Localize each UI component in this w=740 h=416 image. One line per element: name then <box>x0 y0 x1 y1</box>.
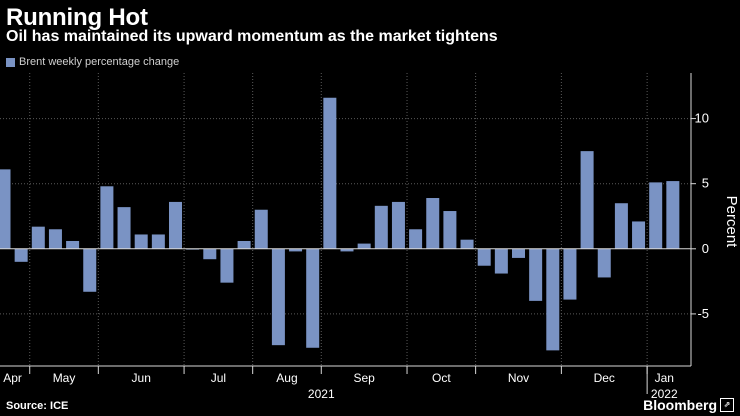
bar <box>100 186 114 249</box>
bar <box>340 248 354 252</box>
bar <box>237 240 251 249</box>
x-tick-label: Oct <box>432 371 451 385</box>
bar <box>14 248 28 262</box>
x-tick-label: Jan <box>655 371 674 385</box>
bar <box>426 198 440 249</box>
legend: Brent weekly percentage change <box>6 56 179 68</box>
y-tick-label: -5 <box>697 306 709 321</box>
source-note: Source: ICE <box>6 400 69 412</box>
bar <box>666 181 680 249</box>
bar <box>0 169 11 249</box>
bar <box>529 248 543 301</box>
y-tick-label: 0 <box>702 241 709 256</box>
bar <box>169 201 182 249</box>
bar <box>31 226 45 249</box>
bar <box>512 248 525 258</box>
y-tick-label: 5 <box>702 176 709 191</box>
bar <box>649 182 663 249</box>
brand-terminal-icon: ⇗ <box>720 398 734 412</box>
bar <box>563 248 577 300</box>
bar <box>391 201 405 249</box>
bar <box>254 209 268 249</box>
bar <box>83 248 97 292</box>
brand-logo: Bloomberg ⇗ <box>643 397 734 413</box>
x-tick-label: Dec <box>594 371 615 385</box>
bar <box>409 229 423 249</box>
year-label: 2022 <box>651 387 678 401</box>
bar <box>323 97 337 249</box>
bar <box>546 248 560 351</box>
bar <box>597 248 611 278</box>
bar <box>614 203 628 249</box>
bar <box>48 229 62 249</box>
x-tick-label: Sep <box>353 371 375 385</box>
legend-swatch <box>6 57 15 67</box>
bar <box>306 248 320 348</box>
brand-name: Bloomberg <box>643 397 717 413</box>
chart-subtitle: Oil has maintained its upward momentum a… <box>6 28 498 45</box>
chart-title: Running Hot <box>6 4 148 31</box>
x-tick-label: Apr <box>3 371 22 385</box>
bar <box>580 151 594 249</box>
y-axis-title: Percent <box>723 196 740 249</box>
bar <box>632 221 646 249</box>
bar <box>220 248 234 283</box>
x-tick-label: May <box>53 371 76 385</box>
y-tick-label: 10 <box>695 111 709 126</box>
bar <box>289 248 303 252</box>
x-tick-label: Jun <box>132 371 151 385</box>
x-tick-label: Jul <box>211 371 226 385</box>
bar <box>443 211 457 249</box>
bar <box>271 248 285 346</box>
legend-label: Brent weekly percentage change <box>19 56 180 68</box>
bar <box>357 243 371 249</box>
bar <box>460 239 474 249</box>
bar <box>494 248 508 274</box>
bar <box>66 240 80 249</box>
x-tick-label: Aug <box>276 371 297 385</box>
bar <box>374 205 388 249</box>
bar <box>477 248 491 266</box>
year-label: 2021 <box>308 387 335 401</box>
bar <box>117 207 131 249</box>
bar <box>134 234 148 249</box>
x-tick-label: Nov <box>508 371 529 385</box>
bar <box>151 234 165 249</box>
bar <box>203 248 217 260</box>
